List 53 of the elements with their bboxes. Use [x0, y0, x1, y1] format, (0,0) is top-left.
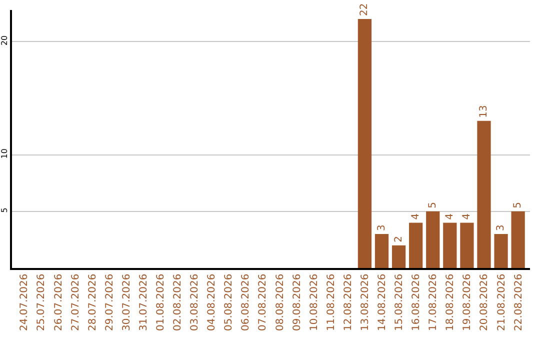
bar	[494, 234, 508, 268]
y-tick-label: 10	[0, 148, 10, 159]
data-label: 22	[359, 3, 370, 16]
x-tick-label: 31.07.2026	[138, 274, 150, 332]
bar	[374, 234, 389, 268]
y-tick-label: 5	[0, 208, 10, 213]
bar	[426, 211, 440, 268]
x-tick-label: 28.07.2026	[87, 274, 98, 332]
x-tick-label: 15.08.2026	[394, 274, 406, 332]
y-tick-label: 20	[0, 35, 10, 46]
x-tick-label: 16.08.2026	[411, 274, 422, 332]
bar	[460, 222, 474, 268]
x-tick-label: 11.08.2026	[326, 274, 337, 332]
x-tick-label: 01.08.2026	[155, 274, 166, 332]
x-tick-label: 29.07.2026	[104, 274, 116, 332]
x-tick-label: 26.07.2026	[53, 274, 64, 332]
x-tick-label: 10.08.2026	[308, 274, 320, 332]
bar	[358, 19, 372, 268]
x-tick-label: 13.08.2026	[360, 274, 371, 332]
x-tick-label: 04.08.2026	[206, 274, 218, 332]
data-label: 5	[512, 202, 524, 208]
bar	[392, 245, 406, 268]
x-tick-label: 22.08.2026	[513, 274, 524, 332]
bar	[443, 222, 457, 268]
x-tick-label: 24.07.2026	[19, 274, 30, 332]
x-tick-label: 02.08.2026	[172, 274, 184, 332]
x-tick-label: 08.08.2026	[274, 274, 286, 332]
x-tick-label: 05.08.2026	[224, 274, 235, 332]
x-tick-label: 25.07.2026	[36, 274, 48, 332]
data-label: 4	[461, 213, 472, 220]
x-tick-label: 20.08.2026	[479, 274, 490, 332]
x-tick-label: 18.08.2026	[445, 274, 456, 332]
x-tick-label: 27.07.2026	[70, 274, 82, 332]
x-tick-label: 17.08.2026	[428, 274, 440, 332]
data-label: 3	[496, 224, 507, 232]
data-label: 13	[478, 105, 490, 118]
data-label: 4	[410, 213, 422, 220]
x-tick-label: 14.08.2026	[377, 274, 388, 332]
data-label: 2	[393, 236, 404, 242]
data-label: 5	[427, 202, 438, 208]
x-tick-label: 03.08.2026	[190, 274, 201, 332]
bar	[511, 211, 525, 268]
x-tick-label: 30.07.2026	[121, 274, 132, 332]
bar	[477, 120, 491, 268]
x-tick-label: 06.08.2026	[240, 274, 252, 332]
x-tick-label: 12.08.2026	[342, 274, 354, 332]
x-tick-label: 07.08.2026	[258, 274, 269, 332]
bar	[409, 222, 423, 268]
data-label: 4	[444, 213, 456, 220]
x-tick-label: 19.08.2026	[462, 274, 474, 332]
x-tick-label: 21.08.2026	[496, 274, 508, 332]
x-tick-label: 09.08.2026	[292, 274, 303, 332]
data-label: 3	[376, 224, 388, 232]
